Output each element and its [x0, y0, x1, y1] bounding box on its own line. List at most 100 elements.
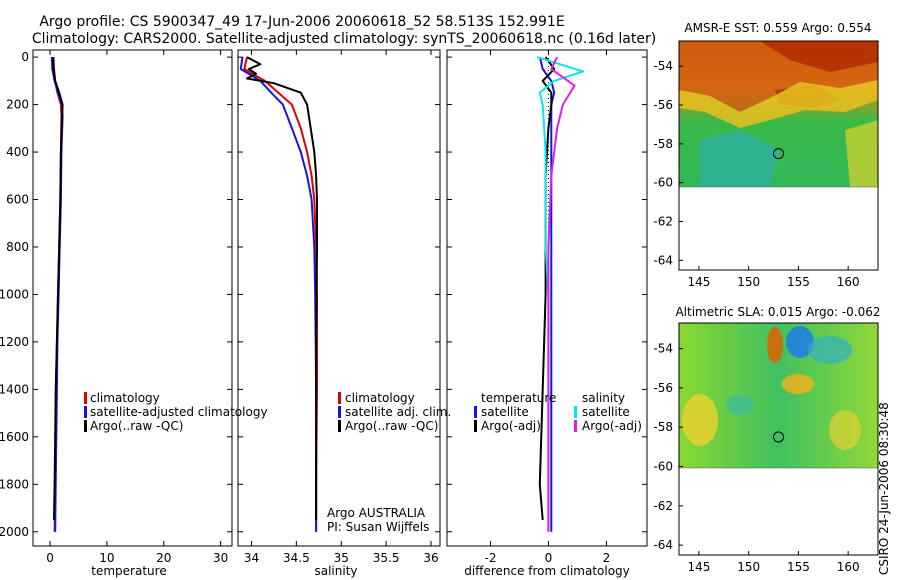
- map-x-tick-label: 160: [837, 275, 860, 289]
- salinity-annotation-line-2: PI: Susan Wijffels: [327, 520, 429, 534]
- temperature-axes-frame: [32, 49, 233, 547]
- sla-map-frame: [678, 322, 879, 556]
- y-tick-label: 2000: [0, 525, 29, 539]
- sla-map-panel: Altimetric SLA: 0.015 Argo: -0.062 145 15…: [653, 305, 880, 574]
- map-y-tick-label: -58: [653, 137, 673, 151]
- sla-low-east: [808, 336, 852, 364]
- legend-swatch-temp-argo: [474, 420, 477, 432]
- footer-timestamp: CSIRO 24-Jun-2006 08:30:48: [877, 402, 891, 575]
- series-line-argo-raw-qc-: [51, 57, 64, 520]
- map-x-tick-label: 145: [687, 560, 710, 574]
- salinity-annotation-line-1: Argo AUSTRALIA: [327, 506, 426, 520]
- legend-swatch-argo: [338, 420, 341, 432]
- salinity-xlabel: salinity: [314, 564, 357, 578]
- sst-argo-location-marker: [773, 148, 784, 160]
- sst-hot-region: [760, 41, 878, 72]
- temperature-xlabel: temperature: [91, 564, 166, 578]
- map-y-tick-label: -60: [653, 176, 673, 190]
- y-tick-label: 200: [6, 98, 29, 112]
- map-x-tick-label: 145: [687, 275, 710, 289]
- y-tick-label: 1600: [0, 430, 29, 444]
- map-x-tick-label: 155: [787, 275, 810, 289]
- y-tick-label: 1400: [0, 382, 29, 396]
- figure-title-line-1: Argo profile: CS 5900347_49 17-Jun-2006 …: [39, 14, 564, 30]
- legend-label-argo: Argo(..raw -QC): [345, 419, 438, 433]
- x-tick-label: 35.5: [373, 551, 400, 565]
- legend-swatch-climatology: [338, 392, 341, 404]
- legend-swatch-temp-satellite: [474, 406, 477, 418]
- sst-map-title: AMSR-E SST: 0.559 Argo: 0.554: [684, 21, 871, 35]
- sst-heatmap-field: [679, 41, 878, 187]
- x-tick-label: 0: [46, 551, 54, 565]
- map-y-tick-label: -56: [653, 381, 673, 395]
- sla-low-core: [786, 326, 814, 358]
- map-y-tick-label: -64: [653, 253, 673, 267]
- legend-label-satellite: satellite-adjusted climatology: [90, 405, 268, 419]
- y-tick-label: 800: [6, 240, 29, 254]
- series-line-temperature-argo-adj-: [538, 56, 556, 520]
- x-tick-label: 34: [244, 551, 259, 565]
- y-tick-label: 0: [21, 50, 29, 64]
- series-line-salinity-satellite: [536, 56, 585, 532]
- y-tick-label: 1000: [0, 287, 29, 301]
- series-line-salinity-argo-adj-: [547, 56, 576, 532]
- series-line-argo-raw-qc-: [246, 56, 318, 520]
- difference-panel: -2 0 2 difference from climatology tempera…: [446, 49, 648, 578]
- sla-high-patch: [782, 374, 814, 394]
- x-tick-label: 10: [99, 551, 114, 565]
- temperature-legend: climatology satellite-adjusted climatolo…: [84, 391, 268, 433]
- x-tick-label: 34.5: [283, 551, 310, 565]
- map-x-tick-label: 155: [787, 560, 810, 574]
- map-x-tick-label: 160: [837, 560, 860, 574]
- x-tick-label: -2: [484, 551, 496, 565]
- x-tick-label: 2: [603, 551, 611, 565]
- y-tick-label: 1800: [0, 477, 29, 491]
- x-tick-label: 30: [213, 551, 228, 565]
- legend-title-salinity: salinity: [582, 391, 625, 405]
- map-y-tick-label: -54: [653, 342, 673, 356]
- legend-label-sal-satellite: satellite: [582, 405, 630, 419]
- x-tick-label: 20: [156, 551, 171, 565]
- sla-high-west: [682, 394, 718, 446]
- legend-swatch-climatology: [84, 392, 87, 404]
- legend-swatch-satellite: [338, 406, 341, 418]
- y-tick-label: 600: [6, 193, 29, 207]
- x-tick-label: 36: [423, 551, 438, 565]
- legend-label-temp-argo: Argo(-adj): [481, 419, 541, 433]
- series-line-satellite-adj-clim-: [239, 56, 318, 532]
- map-y-tick-label: -54: [653, 59, 673, 73]
- map-y-tick-label: -58: [653, 420, 673, 434]
- figure-title-line-2: Climatology: CARS2000. Satellite-adjuste…: [32, 31, 656, 47]
- sla-high-core: [767, 327, 783, 363]
- salinity-legend: climatology satellite adj. clim. Argo(..…: [338, 391, 451, 433]
- map-y-tick-label: -62: [653, 214, 673, 228]
- difference-legend: temperature satellite Argo(-adj) salinit…: [474, 391, 642, 433]
- map-x-tick-label: 150: [737, 560, 760, 574]
- temperature-panel: 0 10 20 30 0 200 400 600 800 1000 1200 1400 1600 180…: [0, 49, 268, 578]
- legend-swatch-argo: [84, 420, 87, 432]
- x-tick-label: 0: [545, 551, 553, 565]
- sst-map-panel: AMSR-E SST: 0.559 Argo: 0.554 145 150 155 1…: [653, 21, 879, 289]
- legend-title-temperature: temperature: [481, 391, 556, 405]
- legend-label-climatology: climatology: [345, 391, 415, 405]
- legend-label-sal-argo: Argo(-adj): [582, 419, 642, 433]
- sla-low-mid: [726, 395, 754, 415]
- legend-swatch-sal-argo: [574, 420, 577, 432]
- map-y-tick-label: -62: [653, 499, 673, 513]
- legend-swatch-satellite: [84, 406, 87, 418]
- sst-yellow-band: [679, 80, 878, 128]
- y-tick-label: 1200: [0, 335, 29, 349]
- sst-map-frame: [678, 40, 879, 271]
- map-y-tick-label: -60: [653, 460, 673, 474]
- sla-argo-location-marker: [773, 431, 784, 443]
- map-x-tick-label: 150: [737, 275, 760, 289]
- sla-high-southeast: [829, 410, 861, 450]
- salinity-panel: 34 34.5 35 35.5 36 salinity climatology sate…: [237, 49, 451, 578]
- sst-cool-region: [700, 130, 780, 187]
- map-y-tick-label: -56: [653, 98, 673, 112]
- sla-heatmap-field: [679, 323, 878, 468]
- salinity-axes-frame: [237, 49, 441, 547]
- legend-label-argo: Argo(..raw -QC): [90, 419, 183, 433]
- difference-axes-frame: [446, 49, 648, 547]
